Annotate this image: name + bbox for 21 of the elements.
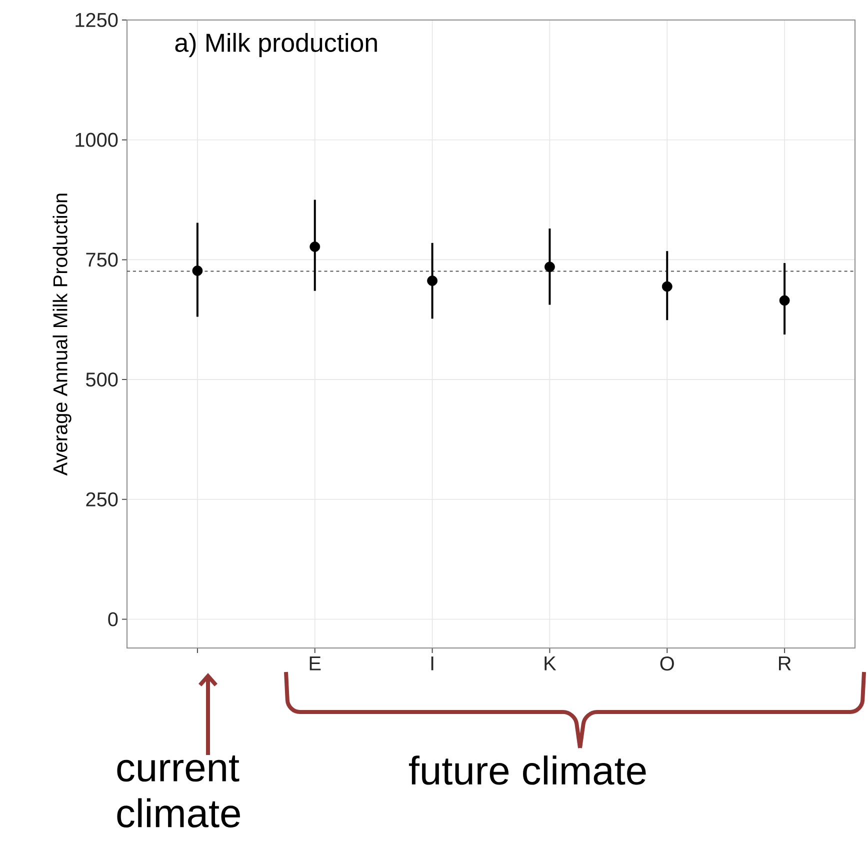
x-tick-label: E bbox=[310, 656, 321, 670]
x-tick-label: K bbox=[544, 656, 556, 670]
y-tick-label: 0 bbox=[108, 612, 118, 626]
x-tick-label: I bbox=[431, 656, 434, 670]
point bbox=[779, 295, 790, 306]
text: future climate bbox=[408, 756, 646, 785]
chart-title: a) Milk production bbox=[175, 32, 377, 58]
x-tick-label: O bbox=[660, 656, 674, 671]
point bbox=[427, 276, 438, 286]
text: current climate bbox=[117, 756, 240, 828]
x-tick-label: R bbox=[779, 656, 791, 670]
point bbox=[544, 262, 555, 272]
point bbox=[310, 242, 320, 252]
point bbox=[662, 281, 672, 292]
y-tick-label: 1250 bbox=[76, 12, 118, 28]
y-tick-label: 500 bbox=[86, 372, 118, 387]
y-tick-label: 750 bbox=[86, 252, 118, 267]
point bbox=[192, 266, 203, 276]
y-tick-label: 250 bbox=[86, 492, 118, 506]
y-axis-title: Average Annual Milk Production bbox=[52, 194, 72, 476]
y-tick-label: 1000 bbox=[76, 132, 118, 147]
